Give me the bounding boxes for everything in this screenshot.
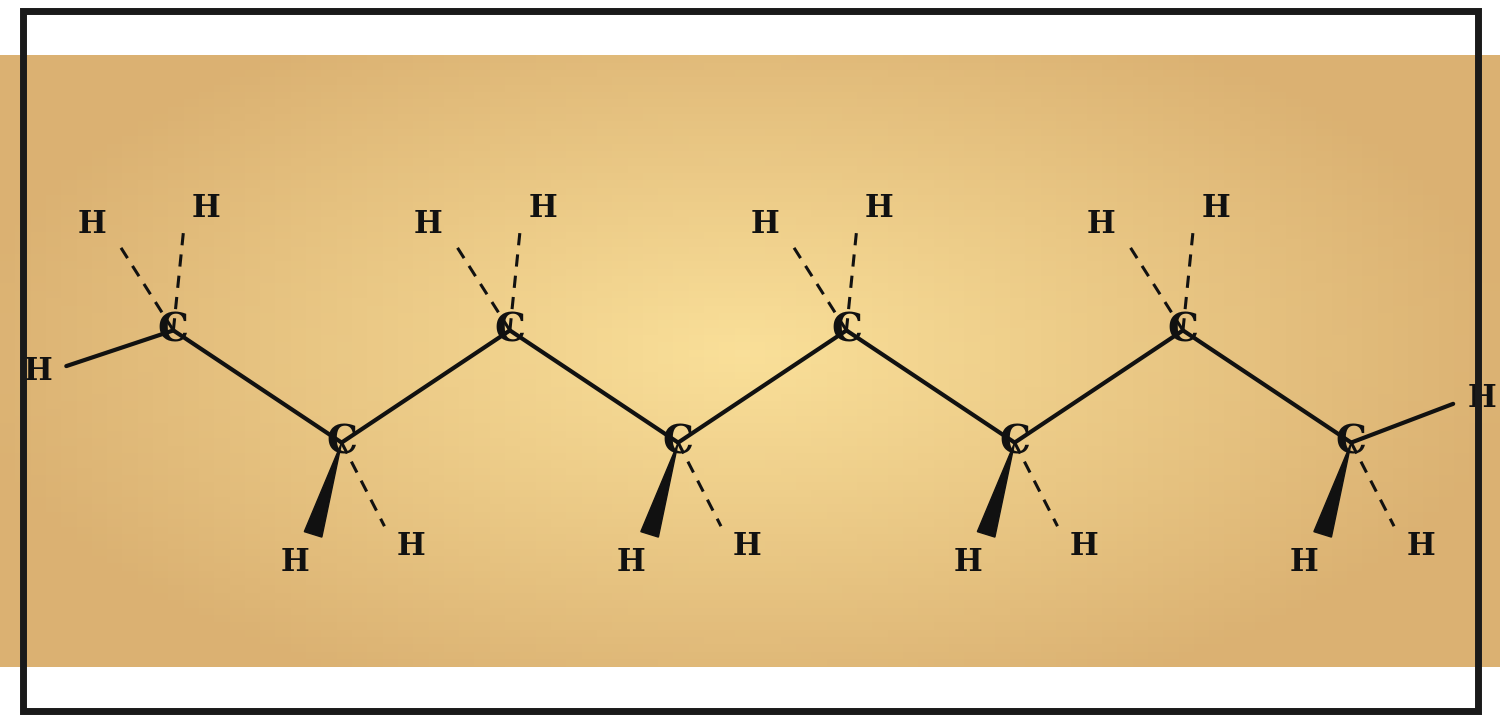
Text: H: H: [1202, 193, 1230, 224]
Polygon shape: [978, 443, 1014, 537]
Text: C: C: [1167, 311, 1198, 349]
Text: C: C: [831, 311, 862, 349]
Polygon shape: [640, 443, 678, 537]
Text: H: H: [954, 547, 982, 578]
Polygon shape: [1314, 443, 1352, 537]
Text: H: H: [864, 193, 894, 224]
Text: H: H: [1088, 209, 1116, 240]
Polygon shape: [304, 443, 342, 537]
Text: H: H: [78, 209, 106, 240]
Text: H: H: [616, 547, 645, 578]
Text: H: H: [1070, 531, 1098, 562]
Text: H: H: [396, 531, 426, 562]
Text: H: H: [414, 209, 442, 240]
Text: C: C: [1335, 424, 1366, 461]
Text: C: C: [495, 311, 525, 349]
Text: C: C: [326, 424, 357, 461]
Text: C: C: [158, 311, 189, 349]
Text: C: C: [663, 424, 693, 461]
Text: H: H: [1290, 547, 1318, 578]
Text: H: H: [750, 209, 778, 240]
Text: H: H: [280, 547, 309, 578]
Text: H: H: [1467, 383, 1496, 414]
Text: H: H: [1406, 531, 1435, 562]
Text: C: C: [999, 424, 1030, 461]
Text: H: H: [734, 531, 762, 562]
Text: H: H: [528, 193, 556, 224]
Text: H: H: [24, 356, 52, 387]
Text: H: H: [192, 193, 220, 224]
